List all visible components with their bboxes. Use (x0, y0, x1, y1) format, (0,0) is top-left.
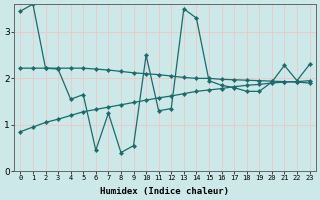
X-axis label: Humidex (Indice chaleur): Humidex (Indice chaleur) (100, 187, 229, 196)
